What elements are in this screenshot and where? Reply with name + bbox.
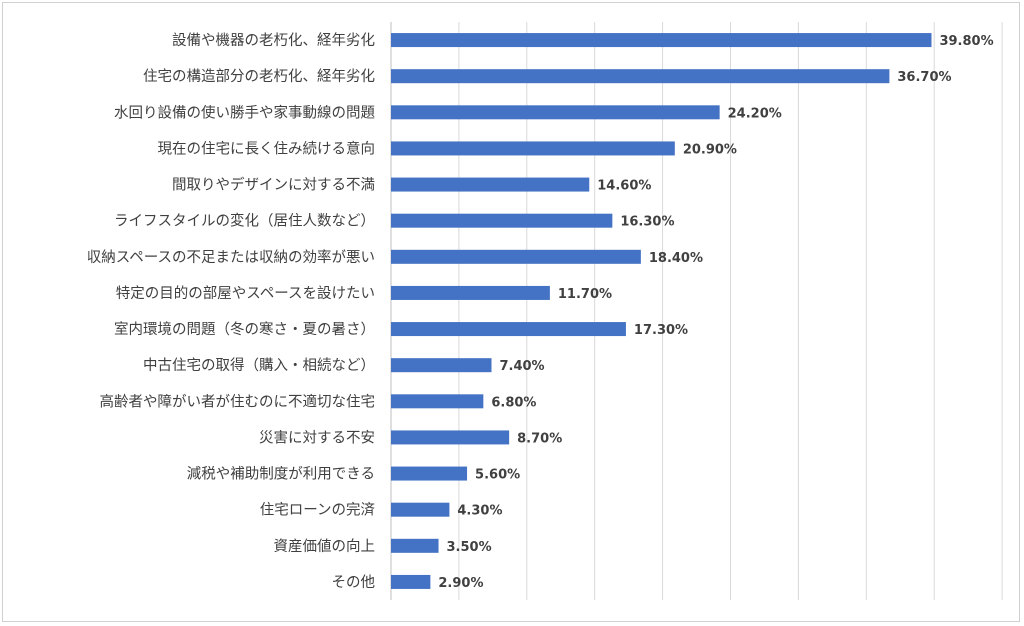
value-label: 17.30% [634, 323, 688, 338]
value-labels: 39.80% 36.70% 24.20% 20.90% 14.60% 16.30% 18.4… [438, 34, 993, 591]
category-label: ライフスタイルの変化（居住人数など） [114, 213, 375, 230]
value-label: 18.40% [649, 251, 703, 266]
category-label: 資産価値の向上 [274, 538, 376, 555]
category-label: 現在の住宅に長く住み続ける意向 [158, 139, 376, 157]
value-label: 36.70% [897, 70, 951, 85]
value-label: 11.70% [558, 287, 612, 302]
category-label: 収納スペースの不足または収納の効率が悪い [87, 249, 375, 266]
bar [391, 574, 431, 589]
value-label: 7.40% [499, 359, 544, 374]
bar [391, 249, 641, 264]
bar [391, 141, 675, 156]
value-label: 39.80% [939, 34, 993, 49]
category-label: 間取りやデザインに対する不満 [172, 176, 375, 194]
bar [391, 502, 450, 517]
value-label: 8.70% [517, 431, 562, 446]
category-label: 減税や補助制度が利用できる [187, 466, 375, 483]
bar [391, 69, 890, 84]
bar [391, 285, 550, 300]
value-label: 16.30% [620, 215, 674, 230]
bar [391, 430, 510, 445]
category-label: 住宅の構造部分の老朽化、経年劣化 [143, 68, 375, 85]
bar [391, 322, 626, 337]
bar [391, 177, 590, 192]
category-label: 高齢者や障がい者が住むのに不適切な住宅 [100, 392, 376, 410]
value-label: 3.50% [447, 540, 492, 555]
value-label: 2.90% [438, 576, 483, 591]
value-label: 6.80% [491, 395, 536, 410]
category-label: 特定の目的の部屋やスペースを設けたい [116, 285, 375, 302]
category-label: その他 [332, 574, 376, 591]
value-label: 20.90% [683, 142, 737, 157]
category-label: 災害に対する不安 [259, 429, 375, 446]
value-label: 24.20% [728, 106, 782, 121]
bar [391, 394, 484, 409]
bar [391, 213, 613, 228]
bar [391, 538, 439, 553]
category-label: 室内環境の問題（冬の寒さ・夏の暑さ） [114, 320, 375, 338]
bars [391, 33, 932, 589]
bar [391, 33, 932, 48]
category-label: 住宅ローンの完済 [260, 502, 376, 519]
category-label: 水回り設備の使い勝手や家事動線の問題 [114, 104, 375, 121]
category-label: 中古住宅の取得（購入・相続など） [143, 357, 375, 374]
bar [391, 358, 492, 373]
category-label: 設備や機器の老朽化、経年劣化 [172, 32, 375, 49]
value-label: 4.30% [457, 504, 502, 519]
bar [391, 105, 720, 120]
bar [391, 466, 468, 481]
value-label: 14.60% [597, 179, 651, 194]
category-labels: 設備や機器の老朽化、経年劣化住宅の構造部分の老朽化、経年劣化水回り設備の使い勝手… [87, 32, 376, 591]
value-label: 5.60% [475, 468, 520, 483]
